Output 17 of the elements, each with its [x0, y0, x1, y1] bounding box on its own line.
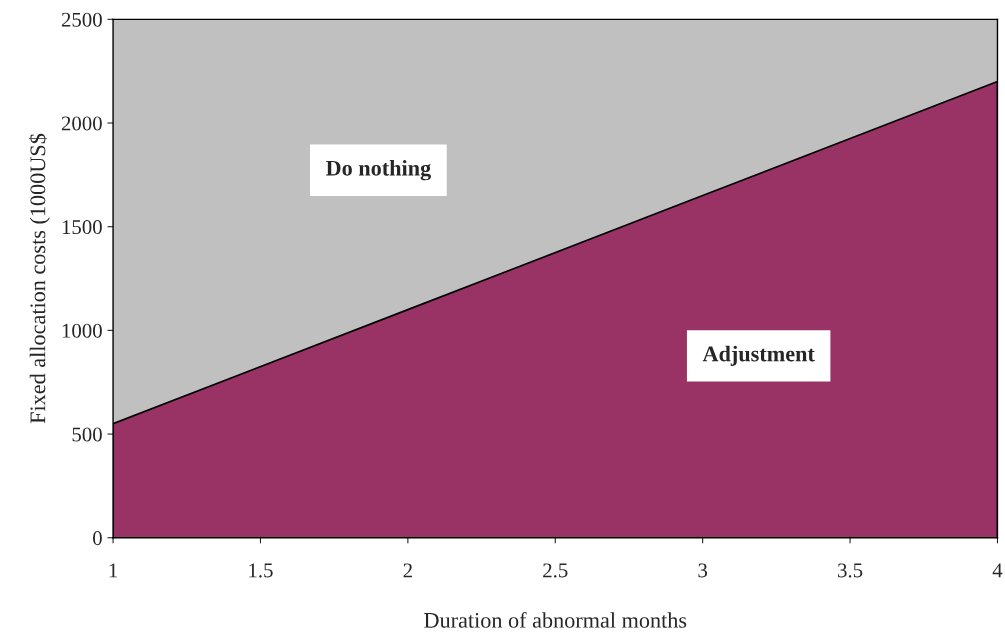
x-tick-label: 3.5 [838, 563, 863, 578]
series-label: Adjustment [702, 345, 815, 366]
x-tick-label: 2.5 [543, 563, 568, 578]
x-axis-title: Duration of abnormal months [424, 611, 687, 628]
x-tick-label: 2 [403, 563, 412, 578]
y-tick-label: 500 [72, 427, 102, 442]
series-label: Do nothing [325, 160, 431, 181]
x-tick-label: 4 [992, 563, 1003, 578]
y-tick-label: 1000 [62, 323, 102, 338]
x-tick-label: 1.5 [249, 563, 273, 578]
x-tick-label: 1 [109, 563, 118, 578]
y-tick-label: 1500 [62, 220, 102, 235]
y-tick-label: 0 [93, 531, 102, 546]
y-axis-title: Fixed allocation costs (1000US$ [29, 133, 50, 424]
y-tick-label: 2000 [61, 116, 102, 131]
y-tick-label: 2500 [61, 12, 102, 27]
x-tick-label: 3 [698, 563, 708, 578]
